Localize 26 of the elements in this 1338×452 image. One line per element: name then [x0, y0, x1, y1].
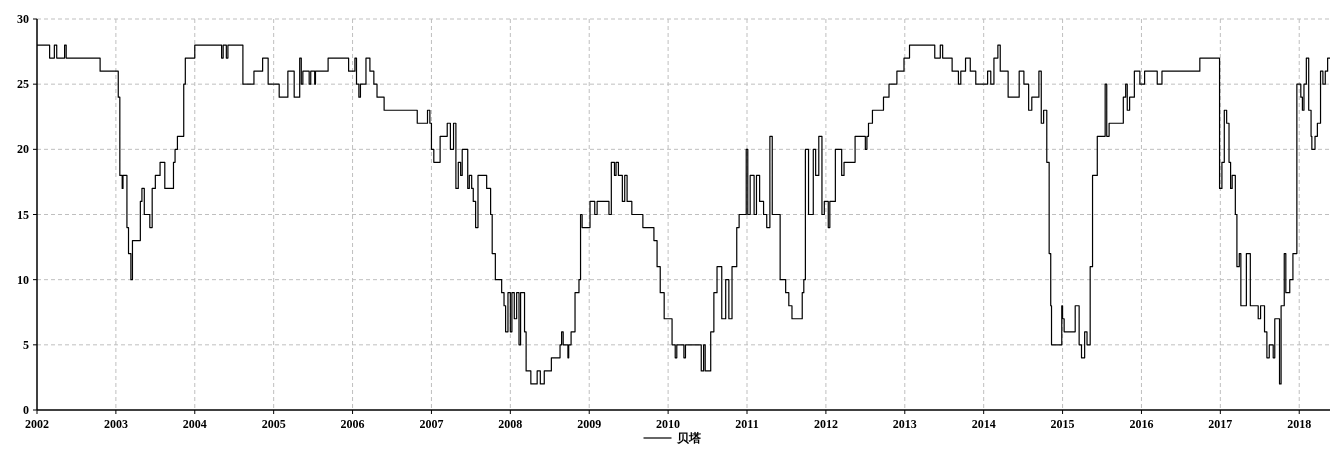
y-tick-label: 20: [17, 142, 29, 157]
x-tick-label: 2007: [419, 417, 444, 431]
y-tick-label: 15: [17, 207, 29, 222]
y-tick-label: 0: [23, 403, 29, 417]
y-tick-label: 25: [17, 77, 29, 92]
x-tick-label: 2011: [735, 417, 759, 431]
x-tick-label: 2012: [813, 417, 838, 431]
x-tick-label: 2009: [577, 417, 602, 431]
x-tick-label: 2002: [25, 417, 49, 431]
x-tick-label: 2006: [340, 417, 365, 431]
x-tick-label: 2018: [1287, 417, 1312, 431]
y-tick-label: 10: [17, 272, 29, 287]
x-tick-label: 2005: [261, 417, 286, 431]
x-tick-label: 2016: [1129, 417, 1154, 431]
x-tick-label: 2013: [892, 417, 917, 431]
x-tick-label: 2010: [656, 417, 681, 431]
x-tick-label: 2017: [1208, 417, 1233, 431]
x-tick-label: 2014: [971, 417, 996, 431]
y-tick-label: 30: [17, 12, 29, 26]
legend: 贝塔: [642, 431, 701, 445]
x-tick-label: 2008: [498, 417, 523, 431]
y-tick-label: 5: [23, 337, 29, 352]
legend-label: 贝塔: [675, 431, 702, 445]
x-tick-label: 2003: [103, 417, 128, 431]
x-tick-label: 2004: [182, 417, 207, 431]
x-tick-label: 2015: [1050, 417, 1075, 431]
